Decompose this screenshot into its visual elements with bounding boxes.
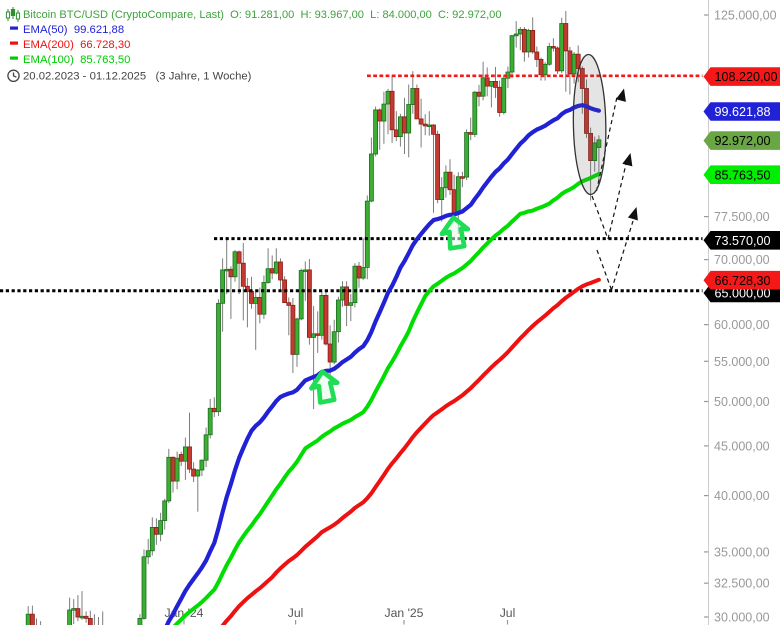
svg-text:Jan '25: Jan '25 [385, 606, 424, 620]
svg-text:50.000,00: 50.000,00 [714, 395, 770, 409]
svg-text:85.763,50: 85.763,50 [715, 168, 771, 182]
svg-text:77.500,00: 77.500,00 [714, 210, 770, 224]
svg-text:20.02.2023 - 01.12.2025 (3 J: 20.02.2023 - 01.12.2025 (3 Jahre, 1 Woch… [23, 71, 252, 83]
svg-text:Jul: Jul [500, 606, 516, 620]
svg-text:60.000,00: 60.000,00 [714, 318, 770, 332]
svg-text:32.500,00: 32.500,00 [714, 577, 770, 591]
svg-text:40.000,00: 40.000,00 [714, 489, 770, 503]
svg-text:45.000,00: 45.000,00 [714, 439, 770, 453]
svg-text:EMA(50) 99.621,88: EMA(50) 99.621,88 [23, 24, 124, 36]
svg-text:125.000,00: 125.000,00 [714, 9, 777, 23]
svg-text:70.000,00: 70.000,00 [714, 253, 770, 267]
svg-text:65.000,00: 65.000,00 [715, 287, 771, 301]
svg-text:EMA(200) 66.728,30: EMA(200) 66.728,30 [23, 39, 130, 51]
svg-text:EMA(100) 85.763,50: EMA(100) 85.763,50 [23, 54, 130, 66]
svg-text:35.000,00: 35.000,00 [714, 545, 770, 559]
svg-text:30.000,00: 30.000,00 [714, 611, 770, 625]
svg-text:Bitcoin BTC/USD (CryptoCompare: Bitcoin BTC/USD (CryptoCompare, Last) O:… [23, 9, 502, 21]
svg-text:55.000,00: 55.000,00 [714, 355, 770, 369]
svg-text:108.220,00: 108.220,00 [715, 70, 778, 84]
svg-text:92.972,00: 92.972,00 [715, 134, 771, 148]
svg-text:99.621,88: 99.621,88 [715, 105, 771, 119]
svg-text:66.728,30: 66.728,30 [715, 274, 771, 288]
svg-text:Jul: Jul [288, 606, 304, 620]
svg-text:73.570,00: 73.570,00 [715, 234, 771, 248]
